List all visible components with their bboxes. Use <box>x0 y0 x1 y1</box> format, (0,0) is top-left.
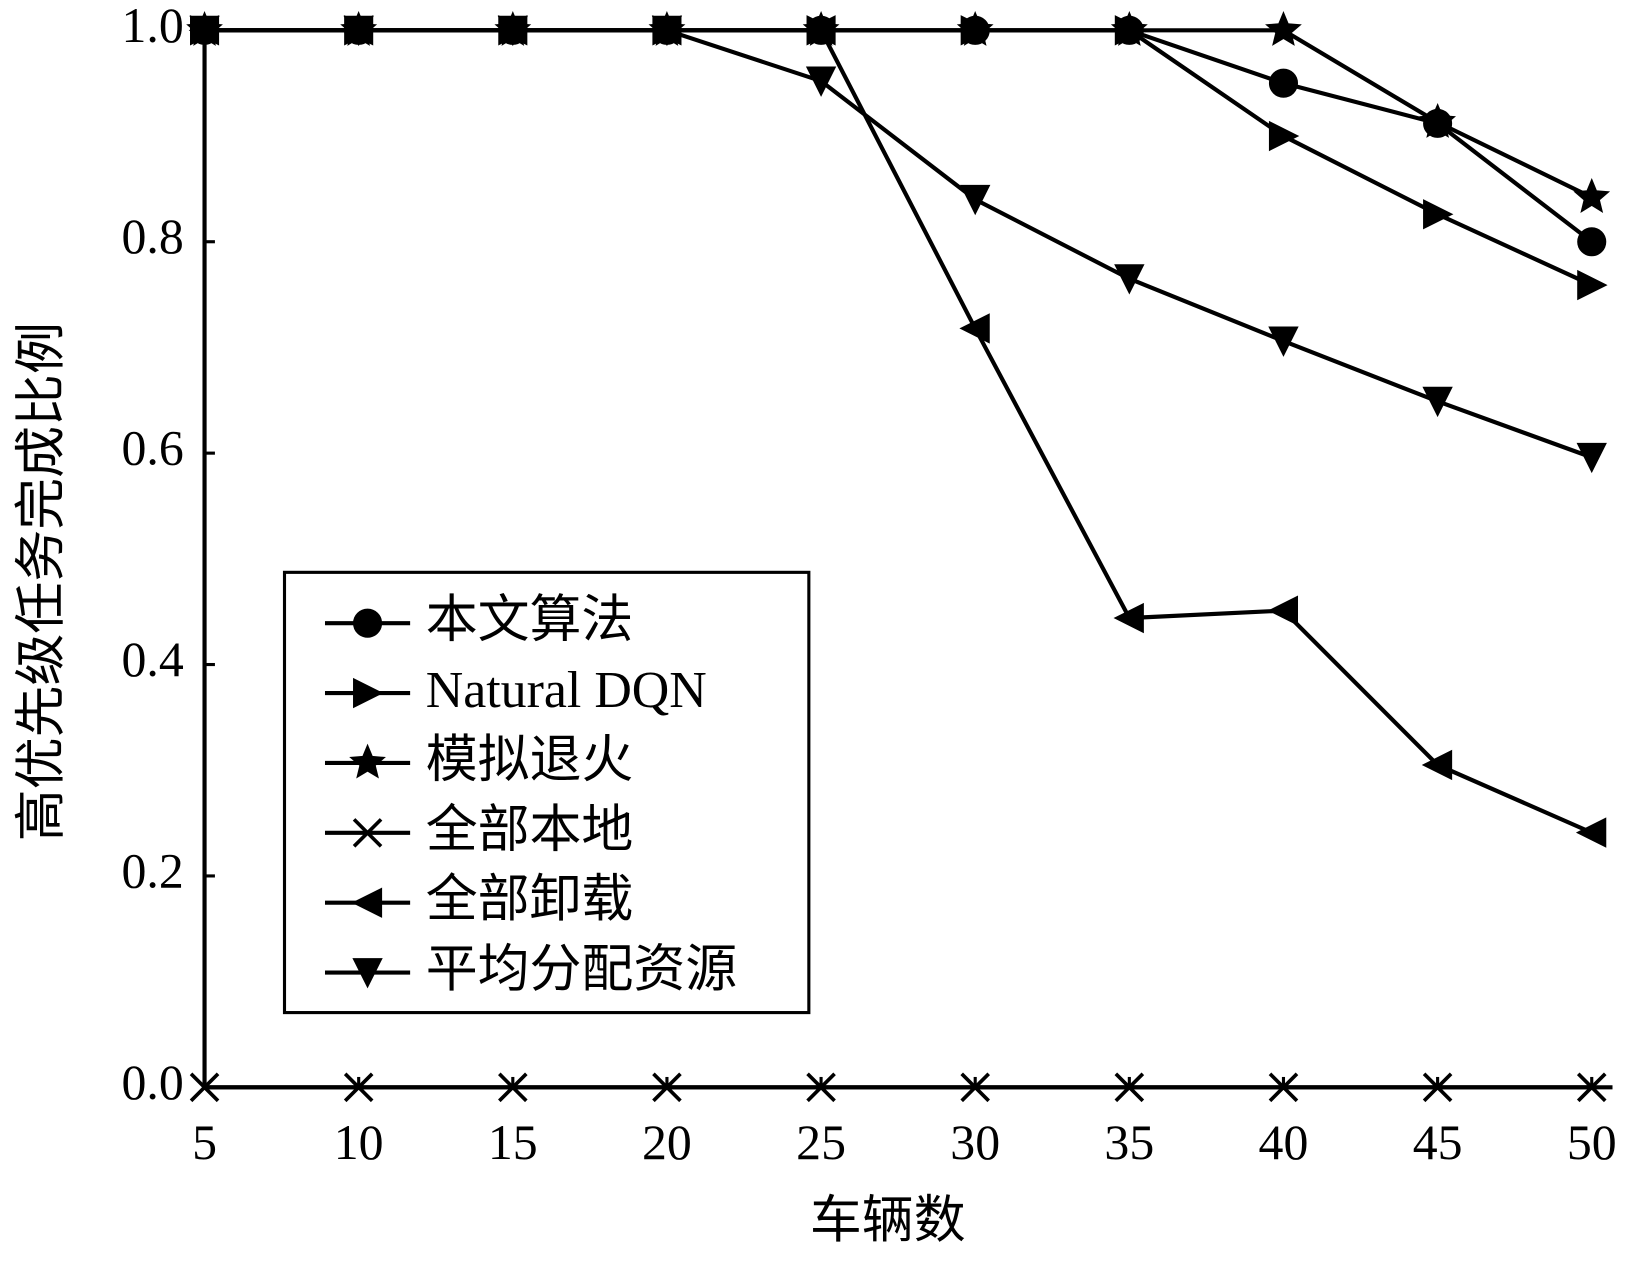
marker <box>1421 749 1453 781</box>
y-axis-title: 高优先级任务完成比例 <box>14 322 71 841</box>
marker <box>960 184 991 216</box>
marker <box>960 1072 990 1103</box>
legend-marker <box>353 677 384 709</box>
legend-label: Natural DQN <box>426 662 707 719</box>
series-line <box>204 28 1593 200</box>
marker <box>1573 177 1611 214</box>
marker <box>189 15 220 47</box>
marker <box>497 15 528 47</box>
marker <box>1268 326 1299 357</box>
marker <box>1114 1072 1145 1103</box>
y-tick-label: 0.6 <box>121 421 183 476</box>
legend-label: 全部本地 <box>426 802 634 859</box>
marker <box>956 11 994 46</box>
marker <box>959 313 990 344</box>
marker <box>1268 1072 1299 1103</box>
x-tick-label: 30 <box>950 1115 1000 1170</box>
marker <box>343 15 374 47</box>
legend-box <box>282 570 811 1015</box>
legend-marker <box>349 743 386 779</box>
marker <box>1577 227 1607 257</box>
marker <box>498 1072 528 1103</box>
y-tick-label: 0.2 <box>121 843 183 898</box>
x-tick-label: 45 <box>1413 1115 1463 1170</box>
legend-label: 模拟退火 <box>426 732 634 789</box>
y-tick-label: 0.0 <box>121 1055 183 1110</box>
series-line <box>204 28 1593 287</box>
legend-marker <box>353 608 383 638</box>
marker <box>1576 1072 1607 1103</box>
marker <box>805 66 837 97</box>
marker <box>651 15 683 47</box>
series-line <box>204 28 1593 460</box>
y-tick-label: 0.8 <box>121 209 183 264</box>
legend-label: 本文算法 <box>426 592 634 649</box>
x-tick-label: 5 <box>192 1115 217 1170</box>
marker <box>1265 10 1302 46</box>
legend-marker <box>352 818 383 848</box>
marker <box>189 1072 220 1103</box>
legend-label: 全部卸载 <box>426 872 634 929</box>
legend-label: 平均分配资源 <box>426 942 737 999</box>
legend-marker <box>351 887 383 918</box>
marker <box>1113 602 1144 634</box>
marker <box>805 15 836 46</box>
marker <box>1422 1072 1453 1103</box>
marker <box>1267 595 1299 626</box>
x-tick-label: 35 <box>1104 1115 1154 1170</box>
x-tick-label: 40 <box>1259 1115 1309 1170</box>
marker <box>1576 442 1607 474</box>
marker <box>1423 199 1454 230</box>
marker <box>1268 68 1299 98</box>
marker <box>806 1072 836 1103</box>
series-line <box>204 28 1594 244</box>
marker <box>1422 386 1453 418</box>
marker <box>1577 269 1608 301</box>
x-tick-label: 50 <box>1567 1115 1617 1170</box>
marker <box>1110 11 1148 46</box>
x-tick-label: 15 <box>488 1115 538 1170</box>
marker <box>1268 120 1300 152</box>
marker <box>1575 817 1607 848</box>
legend-marker <box>352 958 383 989</box>
y-tick-label: 0.4 <box>121 632 183 687</box>
x-tick-label: 25 <box>796 1115 846 1170</box>
marker <box>1419 103 1456 138</box>
marker <box>652 1072 682 1103</box>
x-axis-title: 车辆数 <box>810 1192 966 1249</box>
y-tick-label: 1.0 <box>121 0 183 53</box>
marker <box>1114 264 1145 295</box>
x-tick-label: 10 <box>334 1115 384 1170</box>
x-tick-label: 20 <box>642 1115 692 1170</box>
marker <box>343 1072 374 1103</box>
